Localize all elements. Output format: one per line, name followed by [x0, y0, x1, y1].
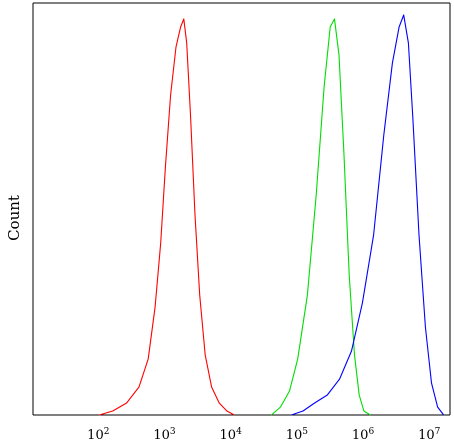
- histogram-series-2: [271, 18, 371, 416]
- x-tick-label: 106: [352, 427, 375, 443]
- x-tick-label: 103: [153, 427, 176, 443]
- x-tick-label: 104: [220, 427, 243, 443]
- histogram-series-3: [291, 14, 445, 416]
- series-group: [99, 14, 445, 416]
- histogram-series-1: [99, 18, 235, 416]
- axes: [32, 2, 451, 416]
- x-tick-labels: 102 103 104 105 106 107: [87, 427, 440, 443]
- x-tick-label: 105: [286, 427, 309, 443]
- x-tick-label: 102: [87, 427, 109, 443]
- y-axis-title: Count: [5, 195, 23, 241]
- x-tick-label: 107: [418, 427, 441, 443]
